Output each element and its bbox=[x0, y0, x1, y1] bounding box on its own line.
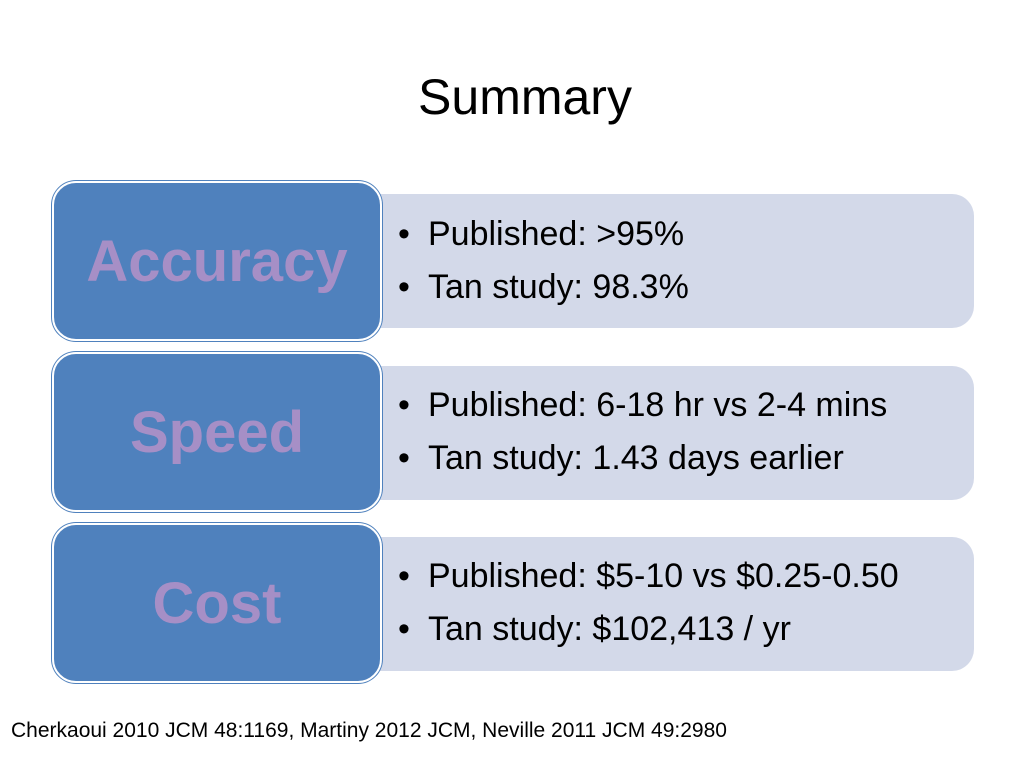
list-item: • Tan study: 98.3% bbox=[398, 261, 689, 314]
bullet: • bbox=[398, 386, 410, 424]
list-item-text: Published: >95% bbox=[428, 215, 685, 253]
detail-box bbox=[340, 194, 974, 328]
category-label: Accuracy bbox=[86, 228, 348, 294]
list-item: • Tan study: 1.43 days earlier bbox=[398, 432, 887, 485]
detail-list: • Published: $5-10 vs $0.25-0.50 • Tan stu… bbox=[398, 550, 899, 656]
bullet: • bbox=[398, 215, 410, 253]
category-label: Cost bbox=[152, 570, 282, 636]
list-item: • Tan study: $102,413 / yr bbox=[398, 603, 899, 656]
bullet: • bbox=[398, 557, 410, 595]
list-item: • Published: >95% bbox=[398, 208, 689, 261]
list-item-text: Tan study: 1.43 days earlier bbox=[428, 439, 844, 477]
list-item-text: Published: $5-10 vs $0.25-0.50 bbox=[428, 557, 899, 595]
list-item-text: Tan study: $102,413 / yr bbox=[428, 610, 791, 648]
bullet: • bbox=[398, 610, 410, 648]
category-label: Speed bbox=[129, 399, 305, 465]
label-box: Accuracy bbox=[52, 181, 382, 341]
slide-title: Summary bbox=[418, 69, 632, 125]
detail-box bbox=[340, 537, 974, 671]
label-box: Cost bbox=[52, 523, 382, 683]
list-item: • Published: $5-10 vs $0.25-0.50 bbox=[398, 550, 899, 603]
detail-list: • Published: 6-18 hr vs 2-4 mins • Tan stu… bbox=[398, 379, 887, 485]
detail-list: • Published: >95% • Tan study: 98.3% bbox=[398, 208, 689, 314]
list-item-text: Published: 6-18 hr vs 2-4 mins bbox=[428, 386, 888, 424]
bullet: • bbox=[398, 268, 410, 306]
list-item: • Published: 6-18 hr vs 2-4 mins bbox=[398, 379, 887, 432]
label-box: Speed bbox=[52, 352, 382, 512]
list-item-text: Tan study: 98.3% bbox=[428, 268, 689, 306]
detail-box bbox=[340, 366, 974, 500]
bullet: • bbox=[398, 439, 410, 477]
citation-footer: Cherkaoui 2010 JCM 48:1169, Martiny 2012… bbox=[11, 719, 727, 742]
